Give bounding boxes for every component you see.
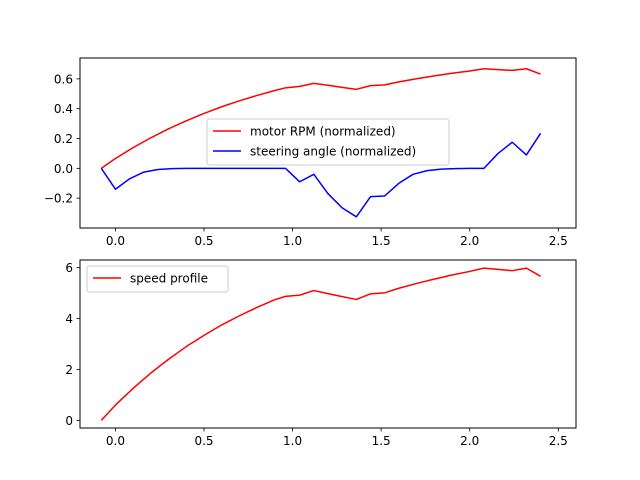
bottom-x-tick-label: 2.0 <box>460 434 479 448</box>
bottom-x-tick-label: 2.5 <box>549 434 568 448</box>
bottom-y-axis: 0 2 4 6 <box>65 261 80 428</box>
bottom-legend-label-0: speed profile <box>130 272 208 286</box>
bottom-y-tick-label: 6 <box>65 261 73 275</box>
bottom-legend: speed profile <box>86 265 229 293</box>
top-series-line-0 <box>100 67 541 169</box>
top-plot-lines <box>100 67 542 218</box>
top-x-tick-label: 1.0 <box>283 234 302 248</box>
bottom-x-axis: 0.0 0.5 1.0 1.5 2.0 2.5 <box>106 428 568 448</box>
top-x-tick-label: 2.0 <box>460 234 479 248</box>
bottom-y-tick-label: 4 <box>65 312 73 326</box>
bottom-x-tick-label: 1.0 <box>283 434 302 448</box>
bottom-plot-lines <box>100 267 541 421</box>
top-x-tick-label: 2.5 <box>549 234 568 248</box>
top-subplot: 0.0 0.5 1.0 1.5 2.0 2.5 −0.2 0.0 0.2 0.4 0.6 moto… <box>44 57 577 248</box>
top-y-tick-label: 0.0 <box>54 162 73 176</box>
top-series-line-1 <box>100 132 542 218</box>
top-legend-label-1: steering angle (normalized) <box>250 145 416 159</box>
top-y-tick-label: 0.2 <box>54 132 73 146</box>
bottom-x-tick-label: 1.5 <box>372 434 391 448</box>
bottom-y-tick-label: 0 <box>65 414 73 428</box>
bottom-legend-box <box>86 265 229 293</box>
top-y-tick-label: −0.2 <box>44 192 73 206</box>
top-legend-box <box>206 118 450 166</box>
top-x-tick-label: 1.5 <box>372 234 391 248</box>
top-x-tick-label: 0.5 <box>194 234 213 248</box>
bottom-series-line-0 <box>100 267 541 421</box>
top-x-tick-label: 0.0 <box>106 234 125 248</box>
top-legend-label-0: motor RPM (normalized) <box>250 125 396 139</box>
top-y-axis: −0.2 0.0 0.2 0.4 0.6 <box>44 72 80 206</box>
top-x-axis: 0.0 0.5 1.0 1.5 2.0 2.5 <box>106 228 568 248</box>
top-legend: motor RPM (normalized) steering angle (no… <box>206 118 450 166</box>
top-axes-frame <box>79 57 577 229</box>
bottom-x-tick-label: 0.0 <box>106 434 125 448</box>
bottom-x-tick-label: 0.5 <box>194 434 213 448</box>
bottom-axes-frame <box>79 259 577 429</box>
top-y-tick-label: 0.4 <box>54 102 73 116</box>
bottom-y-tick-label: 2 <box>65 363 73 377</box>
top-y-tick-label: 0.6 <box>54 72 73 86</box>
bottom-subplot: 0.0 0.5 1.0 1.5 2.0 2.5 0 2 4 6 speed profile <box>65 259 577 448</box>
